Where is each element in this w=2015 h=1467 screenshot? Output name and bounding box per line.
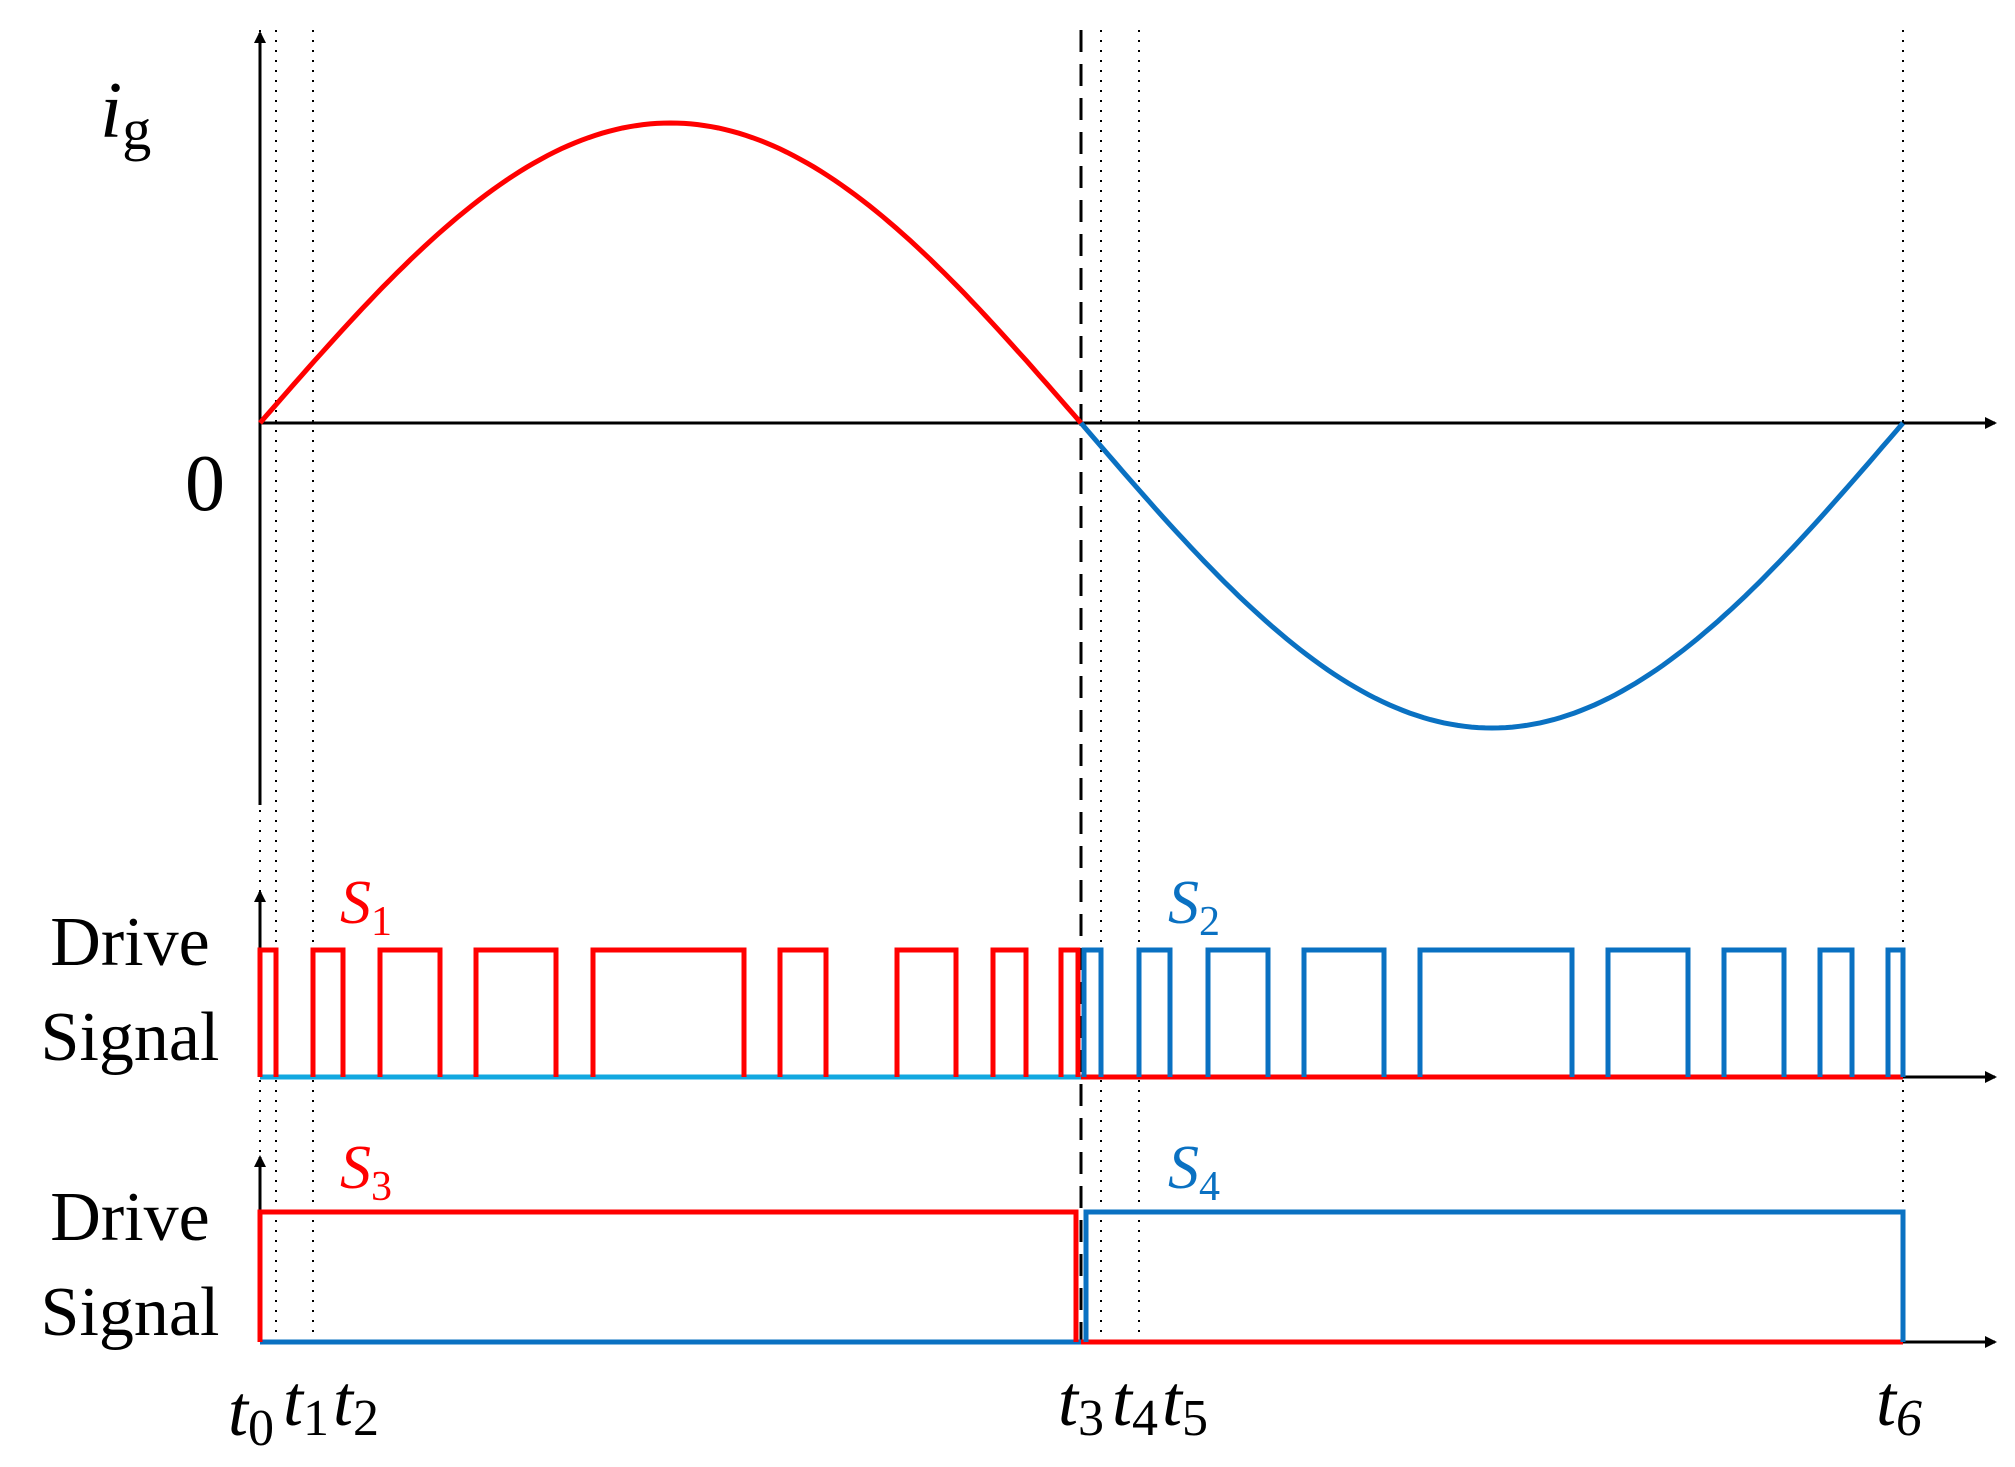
s3-waveform [257, 1209, 1079, 1342]
current-axis-label: ig [100, 67, 151, 162]
s2-label: S2 [1168, 869, 1220, 945]
s1-label: S1 [340, 869, 392, 945]
t4-label: t4 [1112, 1361, 1158, 1447]
s4-label: S4 [1168, 1134, 1220, 1210]
t1-label: t1 [283, 1361, 329, 1447]
grid-current-negative-half [1079, 421, 1905, 731]
s4-waveform [1083, 1209, 1906, 1342]
drive-signal-axes-2 [254, 1155, 1997, 1348]
signal-label-1: Signal [41, 999, 220, 1076]
current-axes [254, 31, 1997, 805]
t5-label: t5 [1162, 1361, 1208, 1447]
grid-current-positive-half [258, 120, 1083, 425]
drive-label-2: Drive [50, 1179, 209, 1256]
drive-signal-axes-1 [254, 890, 1997, 1083]
s2-pwm-waveform [1081, 947, 1906, 1077]
t0-label: t0 [228, 1371, 274, 1457]
t6-label: t6 [1876, 1361, 1922, 1447]
drive-label-1: Drive [50, 904, 209, 981]
s1-pwm-waveform [257, 947, 1081, 1077]
s3-label: S3 [340, 1134, 392, 1210]
signal-label-2: Signal [41, 1274, 220, 1351]
t3-label: t3 [1058, 1361, 1104, 1447]
time-guides [259, 30, 1904, 1340]
t2-label: t2 [333, 1361, 379, 1447]
zero-label: 0 [185, 440, 225, 528]
